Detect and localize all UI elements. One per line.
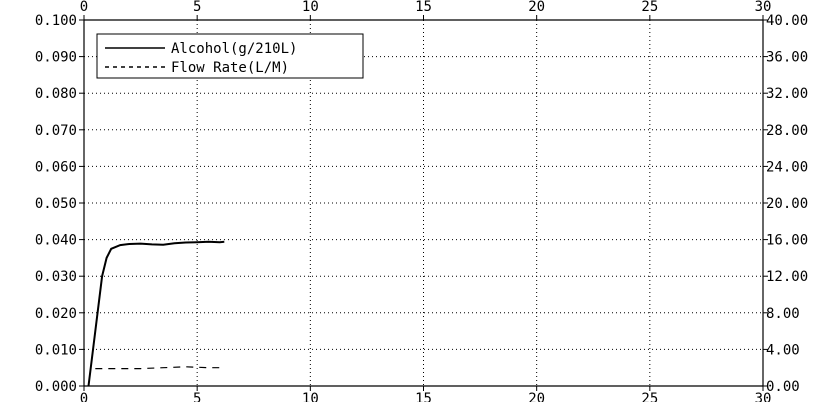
x-tick-label-top: 5 (193, 0, 201, 15)
y-tick-label: 0.050 (35, 196, 77, 212)
y2-tick-label: 24.00 (766, 159, 808, 175)
legend: Alcohol(g/210L) Flow Rate(L/M) (96, 33, 364, 79)
grid-layer (84, 20, 763, 386)
y2-tick-label: 28.00 (766, 123, 808, 139)
legend-label-alcohol: Alcohol(g/210L) (171, 41, 297, 57)
y-tick-label: 0.020 (35, 306, 77, 322)
y-tick-label: 0.060 (35, 159, 77, 175)
x-tick-label-top: 20 (528, 0, 545, 15)
y2-tick-label: 32.00 (766, 86, 808, 102)
y-tick-label: 0.090 (35, 50, 77, 66)
series-layer (87, 240, 225, 387)
series-line-0 (87, 240, 225, 387)
y-tick-label: 0.070 (35, 123, 77, 139)
legend-label-flow-rate: Flow Rate(L/M) (171, 60, 289, 76)
legend-box (96, 33, 364, 79)
x-tick-label: 0 (80, 391, 88, 402)
y-tick-label: 0.100 (35, 13, 77, 29)
y2-tick-label: 8.00 (766, 306, 800, 322)
x-tick-label-top: 10 (302, 0, 319, 15)
y2-tick-label: 12.00 (766, 269, 808, 285)
x-tick-label-top: 0 (80, 0, 88, 15)
y2-tick-label: 40.00 (766, 13, 808, 29)
y-tick-label: 0.000 (35, 379, 77, 395)
x-tick-label: 10 (302, 391, 319, 402)
y2-tick-label: 4.00 (766, 342, 800, 358)
x-tick-label: 20 (528, 391, 545, 402)
x-tick-label: 5 (193, 391, 201, 402)
x-tick-label-top: 25 (641, 0, 658, 15)
x-tick-label: 30 (755, 391, 772, 402)
y2-tick-label: 36.00 (766, 50, 808, 66)
y2-tick-label: 16.00 (766, 233, 808, 249)
y2-tick-label: 20.00 (766, 196, 808, 212)
y-tick-label: 0.010 (35, 342, 77, 358)
x-tick-label-top: 30 (755, 0, 772, 15)
x-tick-label: 15 (415, 391, 432, 402)
y-tick-label: 0.080 (35, 86, 77, 102)
y-tick-label: 0.030 (35, 269, 77, 285)
x-tick-label: 25 (641, 391, 658, 402)
series-line-1 (95, 366, 225, 370)
y2-tick-label: 0.00 (766, 379, 800, 395)
y-tick-label: 0.040 (35, 233, 77, 249)
x-tick-label-top: 15 (415, 0, 432, 15)
